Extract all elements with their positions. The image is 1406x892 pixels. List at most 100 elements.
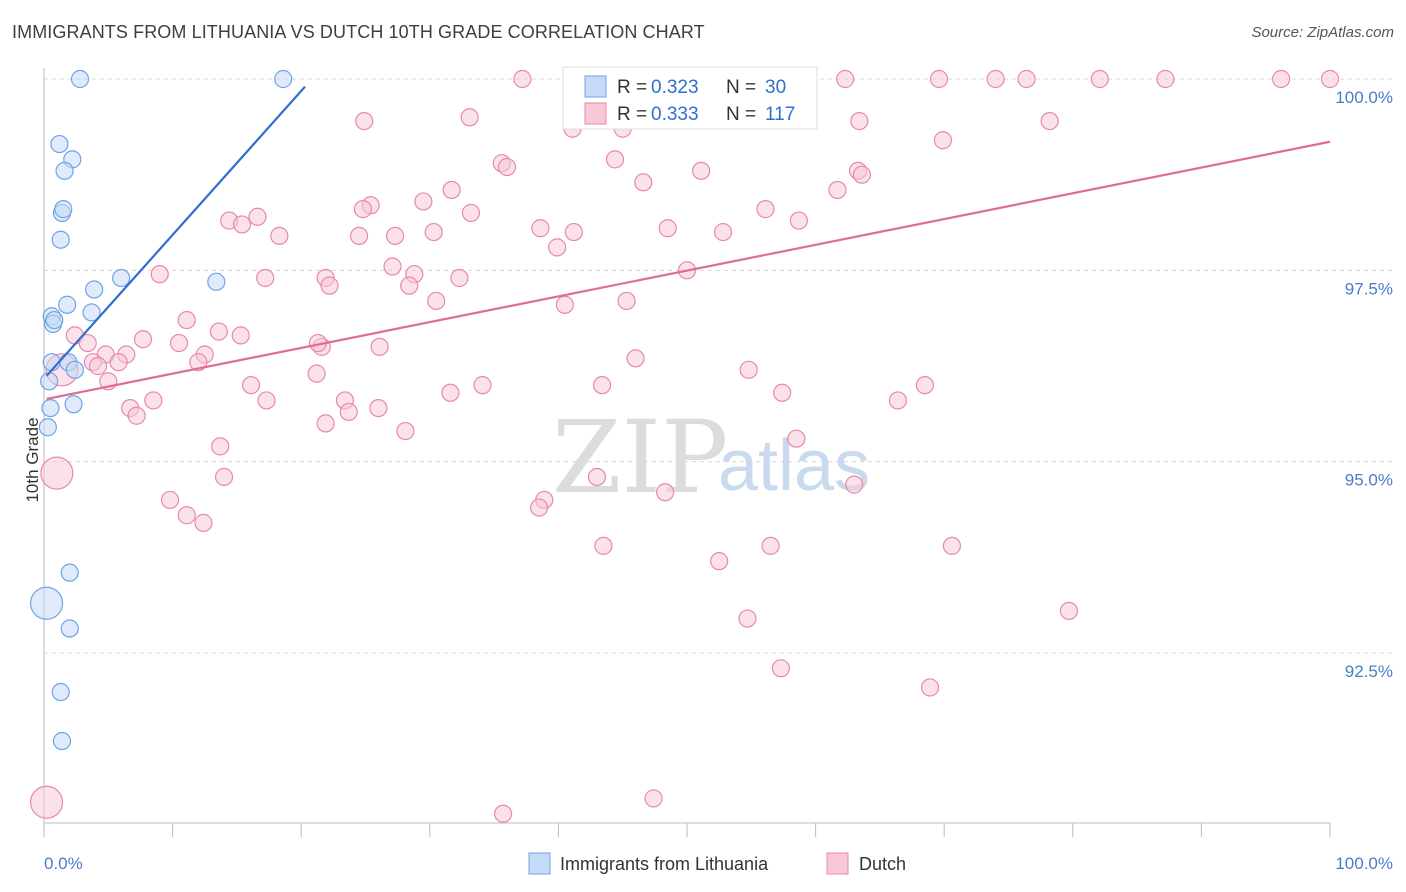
legend-r-value-blue: 0.323: [651, 77, 699, 98]
legend-n-label-pink: N =: [726, 104, 756, 125]
data-point: [396, 421, 415, 441]
data-point: [82, 303, 101, 322]
data-point: [209, 322, 228, 341]
data-point: [307, 364, 326, 383]
data-point: [761, 536, 780, 555]
data-point: [355, 111, 374, 131]
y-axis-title: 10th Grade: [23, 417, 42, 502]
data-point: [189, 353, 208, 372]
data-point: [473, 376, 492, 395]
series-legend: Immigrants from Lithuania Dutch: [528, 852, 906, 875]
series-legend-swatch-pink: [826, 852, 849, 875]
data-point: [497, 157, 517, 177]
data-point: [144, 391, 163, 410]
data-point: [51, 682, 70, 702]
data-point: [400, 276, 419, 295]
data-point: [194, 513, 213, 532]
data-point: [353, 200, 373, 219]
data-point: [441, 383, 460, 402]
data-point: [656, 483, 675, 502]
data-point: [169, 333, 189, 353]
data-point: [51, 230, 70, 249]
data-point: [828, 180, 847, 200]
data-point: [385, 226, 405, 245]
data-point: [274, 69, 293, 89]
data-point: [1320, 69, 1340, 89]
dutch-points: [29, 69, 1340, 823]
data-point: [109, 353, 128, 372]
legend-swatch-pink: [584, 102, 607, 125]
series-legend-label-pink: Dutch: [859, 854, 906, 874]
data-point: [248, 207, 267, 226]
data-point: [587, 467, 607, 487]
data-point: [127, 406, 146, 425]
legend-n-value-pink: 117: [765, 104, 795, 125]
data-point: [64, 395, 83, 414]
data-point: [150, 265, 169, 284]
data-point: [256, 268, 275, 288]
data-point: [942, 536, 962, 555]
data-point: [133, 330, 153, 349]
data-point: [29, 586, 64, 620]
data-point: [231, 326, 250, 345]
data-point: [548, 238, 567, 257]
data-point: [920, 678, 940, 697]
data-point: [530, 498, 549, 517]
data-point: [383, 257, 402, 276]
data-point: [112, 268, 131, 288]
data-point: [1090, 69, 1109, 89]
trend-lines: [45, 85, 1331, 400]
data-point: [713, 222, 733, 242]
y-tick-label: 100.0%: [1335, 88, 1393, 107]
data-point: [29, 785, 64, 819]
legend-n-label-blue: N =: [726, 77, 756, 98]
y-tick-label: 95.0%: [1345, 471, 1393, 490]
data-point: [771, 659, 790, 678]
data-point: [58, 295, 77, 314]
data-point: [756, 200, 775, 219]
data-point: [929, 69, 949, 89]
data-point: [555, 295, 574, 314]
data-point: [845, 475, 864, 494]
data-point: [60, 563, 79, 582]
x-tick-label-min: 0.0%: [44, 854, 83, 873]
data-point: [55, 161, 74, 180]
data-point: [270, 226, 289, 245]
trend-line-dutch: [46, 140, 1331, 400]
data-point: [593, 376, 612, 395]
source-label: Source: ZipAtlas.com: [1251, 24, 1394, 41]
data-point: [60, 619, 79, 638]
data-point: [888, 391, 908, 410]
data-point: [316, 414, 335, 433]
data-point: [710, 552, 729, 571]
data-point: [1017, 69, 1036, 89]
data-point: [54, 200, 73, 219]
data-point: [617, 291, 636, 311]
data-point: [339, 402, 358, 422]
data-point: [177, 310, 196, 330]
data-point: [787, 429, 806, 448]
data-point: [739, 360, 758, 379]
data-point: [626, 349, 645, 368]
series-legend-label-blue: Immigrants from Lithuania: [560, 854, 769, 874]
legend-swatch-blue: [584, 75, 607, 98]
y-tick-label: 92.5%: [1345, 662, 1393, 681]
data-point: [836, 69, 855, 89]
data-point: [564, 222, 583, 242]
data-point: [78, 333, 97, 353]
data-point: [349, 226, 369, 245]
data-point: [450, 268, 469, 288]
data-point: [369, 398, 388, 418]
data-point: [257, 391, 276, 410]
data-point: [177, 506, 196, 525]
series-legend-swatch-blue: [528, 852, 551, 875]
axes: [43, 68, 1331, 837]
data-point: [461, 203, 481, 223]
stats-legend: R = 0.323 N = 30 R = 0.333 N = 117: [562, 66, 818, 130]
data-point: [52, 731, 72, 751]
data-point: [658, 219, 677, 238]
data-point: [414, 192, 433, 211]
data-point: [65, 360, 84, 379]
legend-r-label-pink: R =: [617, 104, 647, 125]
data-point: [986, 69, 1005, 89]
